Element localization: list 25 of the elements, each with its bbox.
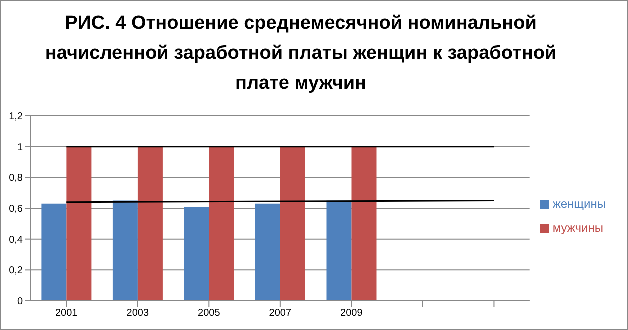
bar [255, 204, 280, 301]
y-tick-label: 0,8 [9, 173, 24, 184]
bar [326, 200, 352, 301]
bar [138, 146, 163, 301]
y-tick-label: 0,6 [9, 204, 24, 216]
x-tick-label: 2003 [126, 308, 150, 320]
y-tick-label: 0,4 [9, 234, 24, 246]
x-tick-label: 2001 [56, 308, 78, 320]
y-tick-label: 1 [17, 142, 24, 154]
x-tick-label: 2007 [269, 308, 292, 320]
legend-label: женщины [552, 197, 606, 211]
x-tick-label: 2009 [340, 308, 364, 320]
y-tick-label: 0,2 [9, 266, 24, 277]
bar [209, 146, 234, 301]
bar [112, 200, 138, 301]
y-tick-label: 1,2 [9, 112, 24, 123]
chart-title: РИС. 4 Отношение среднемесячной номинальной начисленной заработной платы женщин к заработной плате мужчин [44, 12, 558, 96]
legend-label: мужчины [552, 221, 604, 235]
y-tick-label: 0 [17, 296, 24, 308]
bar [184, 206, 210, 301]
bar [66, 146, 92, 301]
x-tick-label: 2005 [198, 308, 221, 320]
bar [42, 204, 67, 301]
bar [280, 146, 306, 301]
bar [352, 146, 377, 301]
